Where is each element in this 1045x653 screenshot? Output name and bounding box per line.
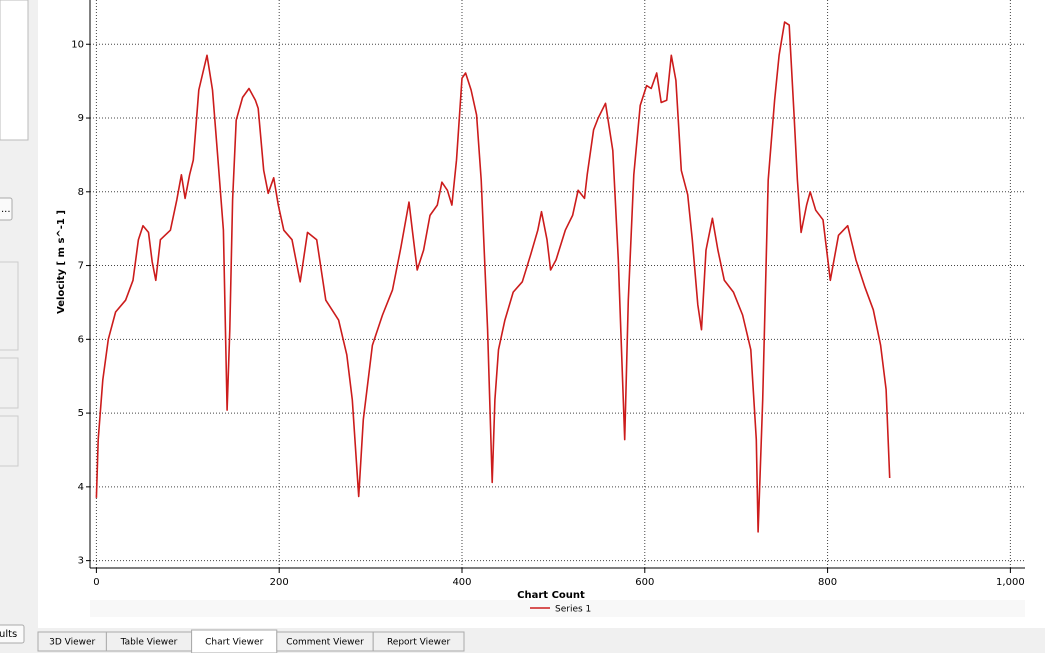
results-button[interactable]: [0, 624, 25, 644]
x-axis-label: Chart Count: [517, 590, 585, 601]
tab-label: 3D Viewer: [49, 638, 95, 648]
y-tick-label: 8: [78, 187, 84, 198]
x-tick-label: 800: [818, 577, 837, 588]
y-tick-label: 4: [78, 482, 84, 493]
y-tick-label: 10: [71, 39, 84, 50]
tab-label: Comment Viewer: [286, 638, 364, 648]
tab-label: Chart Viewer: [205, 638, 263, 648]
legend-box: [90, 600, 1025, 617]
y-tick-label: 5: [78, 408, 84, 419]
tab[interactable]: [372, 631, 465, 652]
legend-label: Series 1: [555, 605, 591, 615]
results-button-label: ults: [0, 629, 17, 640]
browse-button-label: ...: [1, 204, 11, 215]
y-tick-label: 9: [78, 113, 84, 124]
left-group: [0, 357, 19, 409]
browse-button[interactable]: [0, 197, 13, 221]
x-tick-label: 200: [270, 577, 289, 588]
x-tick-label: 600: [635, 577, 654, 588]
x-tick-label: 1,000: [996, 577, 1025, 588]
left-group: [0, 415, 19, 467]
chart-panel: [38, 0, 1045, 628]
y-tick-label: 3: [78, 556, 84, 567]
x-tick-label: 0: [93, 577, 99, 588]
x-tick-label: 400: [452, 577, 471, 588]
tab-label: Table Viewer: [120, 638, 178, 648]
series-line: [95, 21, 891, 533]
y-tick-label: 6: [78, 334, 84, 345]
y-tick-label: 7: [78, 261, 84, 272]
tab-label: Report Viewer: [387, 638, 451, 648]
left-list: [0, 0, 29, 141]
left-group: [0, 261, 19, 351]
y-axis-label: Velocity [ m s^-1 ]: [56, 210, 67, 314]
